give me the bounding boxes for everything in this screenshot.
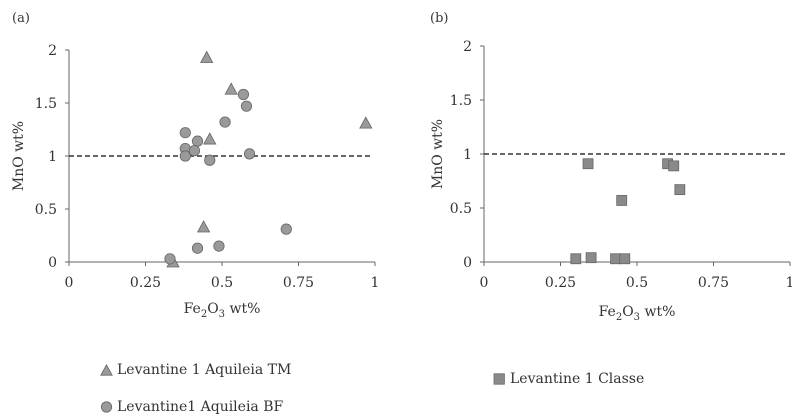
x-axis-title: Fe2O3 wt% [184, 301, 261, 320]
square-marker [668, 160, 680, 172]
legend-item-classe: Levantine 1 Classe [493, 371, 644, 387]
legend-label-classe: Levantine 1 Classe [510, 371, 645, 387]
square-marker [585, 252, 597, 264]
legend-item-bf: Levantine1 Aquileia BF [100, 399, 283, 415]
triangle-marker [196, 220, 211, 233]
y-tick-label: 1 [48, 149, 57, 165]
y-axis-title: MnO wt% [11, 121, 27, 191]
y-tick-label: 0 [463, 255, 472, 271]
x-tick-label: 0.75 [283, 275, 314, 291]
x-tick-label: 0.5 [211, 275, 233, 291]
circle-marker [240, 100, 253, 112]
x-tick-label: 0 [65, 275, 74, 291]
y-tick-label: 1.5 [450, 93, 472, 109]
square-marker [582, 158, 594, 170]
triangle-marker [203, 132, 217, 145]
circle-marker [219, 116, 231, 128]
triangle-marker [224, 82, 238, 95]
y-tick-label: 0.5 [35, 202, 57, 218]
square-marker [570, 253, 582, 265]
legend-item-tm: Levantine 1 Aquileia TM [100, 362, 291, 378]
y-tick-label: 0.5 [450, 201, 472, 217]
panel-label: (a) [12, 11, 30, 26]
circle-marker [237, 88, 250, 101]
square-marker-icon [493, 373, 505, 385]
legend-label-tm: Levantine 1 Aquileia TM [117, 362, 292, 378]
circle-marker [179, 127, 191, 139]
square-marker [610, 253, 621, 265]
circle-marker [213, 240, 225, 252]
x-tick-label: 0.25 [545, 275, 576, 291]
x-axis-title: Fe2O3 wt% [599, 304, 676, 323]
x-tick-label: 0 [480, 275, 489, 291]
circle-marker [164, 253, 176, 265]
x-tick-label: 0.5 [626, 275, 648, 291]
circle-marker [191, 135, 204, 147]
x-tick-label: 0.25 [130, 275, 161, 291]
panel-b: (b) 0 0.5 1 1.5 2 0 0.25 0.5 0.75 1 MnO wt% Fe2O3 wt… [430, 11, 792, 323]
x-tick-label: 0.75 [698, 275, 729, 291]
square-marker [619, 253, 631, 265]
square-marker [616, 195, 628, 206]
triangle-marker-icon [100, 364, 113, 376]
circle-marker [204, 154, 216, 166]
y-axis-title: MnO wt% [430, 119, 446, 189]
legend-label-bf: Levantine1 Aquileia BF [117, 399, 284, 415]
panel-a: (a) 0 0.5 1 1.5 2 0 0.25 0.5 0.75 1 MnO wt% Fe2O3 wt… [11, 11, 379, 320]
y-tick-label: 1 [463, 147, 472, 163]
y-tick-label: 2 [48, 43, 57, 59]
x-tick-label: 1 [786, 275, 792, 291]
y-tick-label: 0 [48, 255, 57, 271]
circle-marker [191, 242, 204, 254]
triangle-marker [359, 116, 373, 129]
square-marker [674, 184, 686, 196]
circle-marker [243, 148, 256, 160]
panel-label: (b) [430, 11, 448, 26]
y-tick-label: 2 [463, 39, 472, 55]
circle-marker [280, 223, 292, 235]
y-tick-label: 1.5 [35, 96, 57, 112]
x-tick-label: 1 [371, 275, 380, 291]
circle-marker [188, 145, 201, 157]
circle-marker-icon [100, 401, 113, 413]
triangle-marker [200, 50, 214, 63]
circle-marker [179, 150, 191, 162]
